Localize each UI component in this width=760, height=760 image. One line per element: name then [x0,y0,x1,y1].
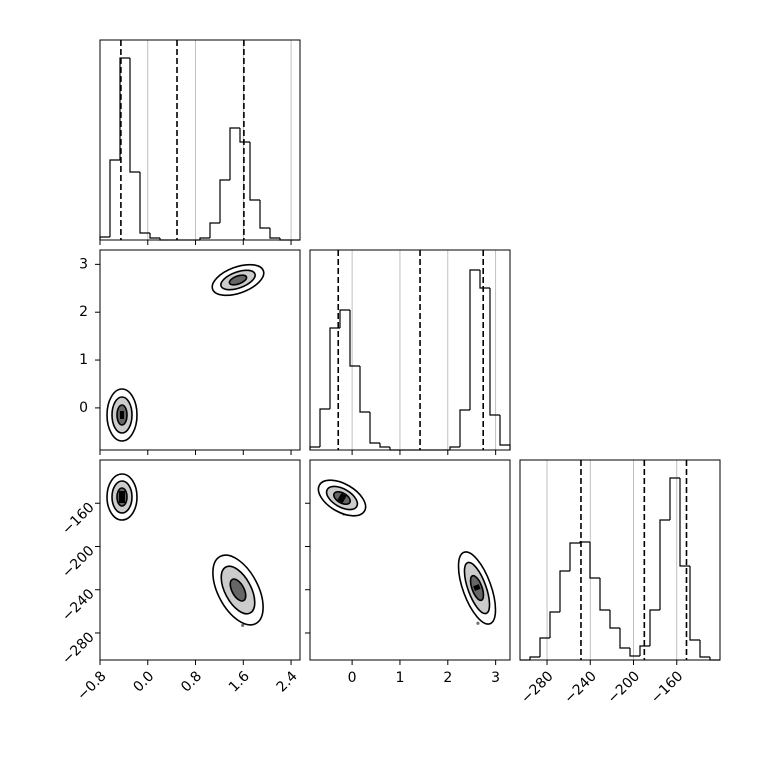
hist-bin [569,542,580,571]
hist-bin [239,128,250,143]
x-tick-label: 3 [491,670,500,686]
hist-bin [349,310,360,367]
panel-frame [309,249,511,451]
hist-bin [369,412,380,444]
hist-bin [549,611,560,638]
hist-bin [259,200,270,229]
panel-frame [309,459,511,661]
hist-bin [269,228,280,239]
hist-bin [599,578,610,611]
hist-bin [129,58,140,173]
panel-frame [99,459,301,661]
x-tick-label: 0.8 [178,668,205,695]
hist-bin [649,609,660,646]
hist-bin [489,288,500,416]
x-tick-label: −0.8 [74,668,109,703]
x-tick-label: −240 [561,668,600,707]
hist-bin [629,648,640,657]
x-tick-label: 0.0 [130,668,157,695]
contours [106,263,497,626]
y-tick-label: 2 [79,304,88,320]
y-tick-label: 0 [79,400,88,416]
y-tick-label: −280 [59,629,98,668]
x-tick-label: −160 [648,668,687,707]
panel-frame [519,459,721,661]
x-tick-label: 1.6 [226,668,253,695]
hist-bin [579,541,590,543]
hist-bin [529,656,540,660]
hist-bin [199,237,210,240]
hist-bin [589,542,600,579]
hist-bin [479,270,490,289]
y-tick-label: 1 [79,352,88,368]
x-tick-label: 1 [395,670,404,686]
hist-bin [539,637,550,657]
x-tick-label: −200 [605,668,644,707]
hist-bin [639,645,650,656]
hist-bin [339,309,350,328]
hist-bin [209,222,220,238]
hist-bin [499,415,511,450]
y-tick-label: −240 [59,586,98,625]
x-tick-label: 2.4 [274,668,301,695]
panel-frame [99,249,301,451]
hist-bin [459,409,470,447]
y-tick-label: 3 [79,256,88,272]
x-tick-label: 2 [443,670,452,686]
hist-bin [559,570,570,612]
scatter-point [476,621,480,625]
hist-bin [619,628,630,649]
panel-frame [99,39,301,241]
hist-bin [469,269,480,410]
hist-bin [379,443,390,448]
hist-bin [689,566,700,641]
hist-bin [319,408,330,447]
hist-bin [329,327,340,409]
hist-bin [679,478,690,567]
hist-bin [229,127,240,180]
hist-bin [249,142,260,201]
hist-bin [359,366,370,413]
y-tick-label: −200 [59,543,98,582]
hist-bin [659,519,670,610]
x-tick-label: −280 [518,668,557,707]
grid-layer [99,40,678,660]
y-tick-label: −160 [59,500,98,539]
points-layer [109,271,487,628]
hist-bin [109,159,120,237]
hist-bin [139,172,150,234]
hist-bin [609,610,620,629]
hist-bin [149,233,160,239]
hist-bin [219,179,230,223]
hist-bin [119,57,130,160]
hist-bin [669,477,680,520]
scatter-point [241,623,245,628]
hist-bin [699,640,710,658]
x-tick-label: 0 [348,670,357,686]
hist-bin [449,446,460,450]
